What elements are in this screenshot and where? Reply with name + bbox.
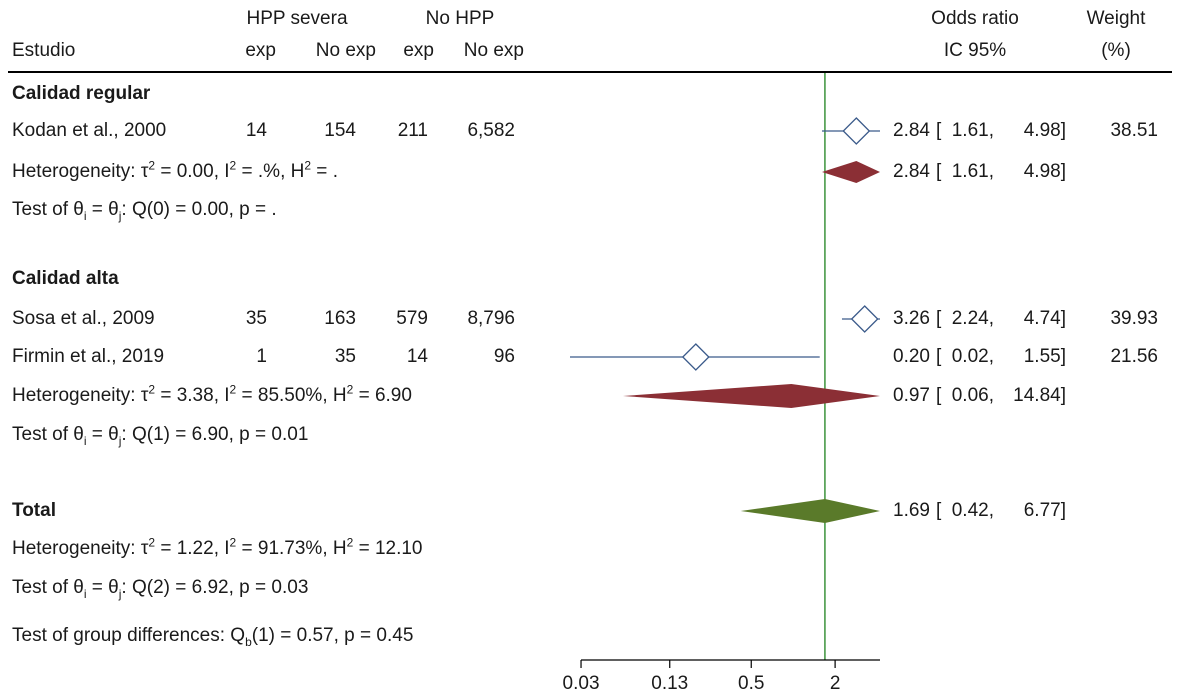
weight-header: Weight [1086, 8, 1146, 29]
or-value: 1.69 [893, 500, 930, 521]
study-marker [681, 343, 710, 371]
heterogeneity-line: Heterogeneity: τ2 = 1.22, I2 = 91.73%, H… [12, 535, 423, 559]
or-value: 2.84 [893, 161, 930, 182]
ci-bracket: [ [936, 308, 942, 329]
or-header: Odds ratio [931, 8, 1019, 29]
ci-bracket: [ [936, 346, 942, 367]
study-name: Firmin et al., 2019 [12, 346, 165, 367]
group-difference-test: Test of group differences: Qb(1) = 0.57,… [12, 625, 414, 649]
study-marker [842, 117, 871, 145]
test-line: Test of θi = θj: Q(2) = 6.92, p = 0.03 [12, 577, 309, 601]
exp1-column-header: exp [245, 40, 276, 61]
noexp1-cell: 154 [324, 120, 356, 141]
subgroup-diamond [821, 161, 880, 183]
subgroup-diamond [622, 384, 880, 408]
test-p: . [271, 199, 277, 220]
ci-high: 1.55] [1023, 346, 1066, 367]
study-name: Kodan et al., 2000 [12, 120, 167, 141]
ci-low: 0.06, [951, 385, 994, 406]
x-axis-tick-label: 0.13 [651, 673, 688, 693]
ci-bracket: [ [936, 500, 942, 521]
ci-low: 0.02, [951, 346, 994, 367]
section-title: Calidad alta [12, 268, 119, 289]
overall-diamond [740, 499, 880, 523]
heterogeneity-line: Heterogeneity: τ2 = 0.00, I2 = .%, H2 = … [12, 158, 338, 182]
or-value: 2.84 [893, 120, 930, 141]
test-df: 1 [153, 424, 164, 445]
ci-low: 0.42, [951, 500, 994, 521]
weight-unit-header: (%) [1101, 40, 1131, 61]
i2-value: 91.73% [257, 538, 323, 559]
ci-low: 1.61, [951, 161, 994, 182]
exp2-cell: 211 [397, 120, 428, 141]
ci-bracket: [ [936, 161, 942, 182]
exp1-cell: 14 [245, 120, 267, 141]
x-axis-tick-label: 0.03 [563, 673, 600, 693]
study-name: Sosa et al., 2009 [12, 308, 155, 329]
heterogeneity-line: Heterogeneity: τ2 = 3.38, I2 = 85.50%, H… [12, 382, 412, 406]
study-marker [850, 305, 879, 333]
ci-low: 1.61, [951, 120, 994, 141]
ci-low: 2.24, [951, 308, 994, 329]
or-value: 3.26 [893, 308, 930, 329]
test-q: 6.92 [191, 577, 229, 598]
test-q: 6.90 [191, 424, 229, 445]
ci-high: 4.98] [1023, 120, 1066, 141]
ci-header: IC 95% [943, 40, 1007, 61]
group1-header: HPP severa [246, 8, 348, 29]
exp2-cell: 14 [406, 346, 428, 367]
test-line: Test of θi = θj: Q(0) = 0.00, p = . [12, 199, 277, 223]
exp1-cell: 1 [256, 346, 267, 367]
tau2-value: 0.00 [176, 161, 214, 182]
i2-value: 85.50% [257, 385, 323, 406]
section-title: Calidad regular [12, 83, 151, 104]
noexp1-column-header: No exp [315, 40, 376, 61]
exp2-column-header: exp [403, 40, 434, 61]
ci-bracket: [ [936, 120, 942, 141]
weight-value: 21.56 [1110, 346, 1158, 367]
test-p: 0.03 [271, 577, 309, 598]
ci-bracket: [ [936, 385, 942, 406]
i2-value: .% [257, 161, 281, 182]
noexp1-cell: 163 [324, 308, 356, 329]
total-title: Total [12, 500, 56, 521]
exp1-cell: 35 [245, 308, 267, 329]
header-rule [8, 71, 1172, 73]
ci-high: 14.84] [1013, 385, 1066, 406]
x-axis-tick-label: 2 [830, 673, 841, 693]
test-df: 2 [153, 577, 164, 598]
group-diff-p: 0.45 [376, 625, 414, 646]
exp2-cell: 579 [396, 308, 428, 329]
group-diff-q: 0.57 [296, 625, 334, 646]
h2-value: 6.90 [374, 385, 412, 406]
test-line: Test of θi = θj: Q(1) = 6.90, p = 0.01 [12, 424, 309, 448]
tau2-value: 3.38 [176, 385, 214, 406]
h2-value: . [332, 161, 338, 182]
x-axis-tick-label: 0.5 [738, 673, 764, 693]
test-q: 0.00 [191, 199, 229, 220]
study-column-header: Estudio [12, 40, 76, 61]
noexp2-cell: 96 [493, 346, 515, 367]
weight-value: 39.93 [1110, 308, 1158, 329]
ci-high: 4.98] [1023, 161, 1066, 182]
weight-value: 38.51 [1110, 120, 1158, 141]
noexp1-cell: 35 [334, 346, 356, 367]
ci-high: 6.77] [1023, 500, 1066, 521]
ci-high: 4.74] [1023, 308, 1066, 329]
test-df: 0 [153, 199, 164, 220]
test-p: 0.01 [271, 424, 309, 445]
or-value: 0.20 [893, 346, 930, 367]
noexp2-cell: 8,796 [467, 308, 515, 329]
or-value: 0.97 [893, 385, 930, 406]
noexp2-column-header: No exp [463, 40, 524, 61]
noexp2-cell: 6,582 [467, 120, 515, 141]
group2-header: No HPP [425, 8, 495, 29]
tau2-value: 1.22 [176, 538, 214, 559]
group-diff-df: 1 [258, 625, 269, 646]
h2-value: 12.10 [374, 538, 423, 559]
